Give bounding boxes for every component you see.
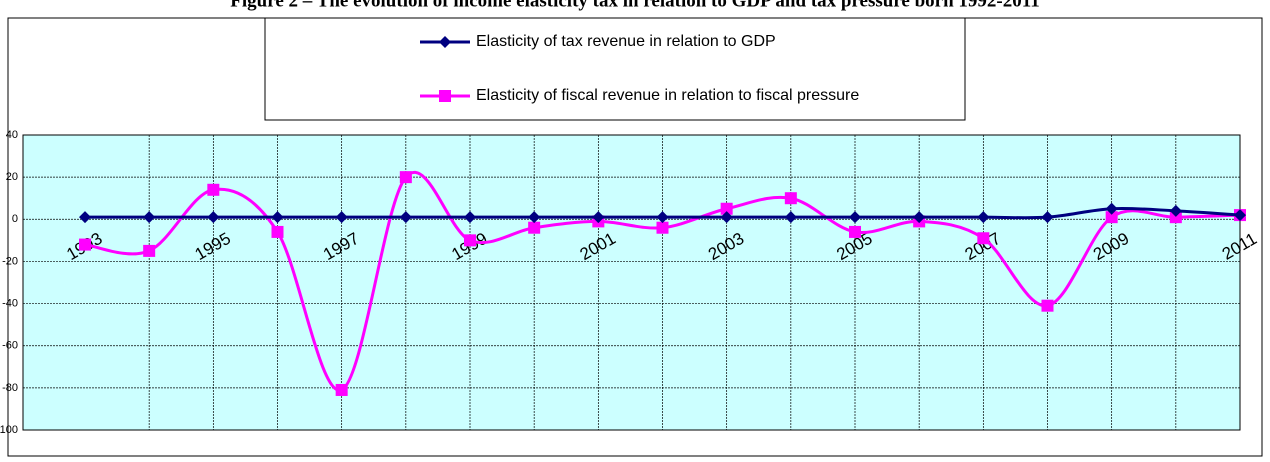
data-point xyxy=(1169,211,1182,224)
data-point xyxy=(335,383,348,396)
chart-title: Figure 2 – The evolution of income elast… xyxy=(230,0,1039,11)
data-point xyxy=(849,211,861,224)
legend-label: Elasticity of fiscal revenue in relation… xyxy=(476,87,859,104)
data-point xyxy=(464,234,476,247)
legend-marker xyxy=(439,90,451,102)
data-point xyxy=(592,211,605,224)
y-tick-label: -20 xyxy=(2,255,18,267)
data-point xyxy=(977,211,990,224)
data-point xyxy=(143,244,156,257)
data-point xyxy=(720,211,733,224)
data-point xyxy=(143,211,156,224)
data-point xyxy=(79,238,91,251)
y-tick-label: -100 xyxy=(0,424,18,436)
data-point xyxy=(913,211,926,224)
data-point xyxy=(1041,299,1054,312)
data-point xyxy=(271,225,284,238)
plot-area xyxy=(23,135,1240,430)
data-point xyxy=(528,211,541,224)
data-point xyxy=(849,225,861,238)
data-point xyxy=(1105,202,1118,215)
data-point xyxy=(1169,204,1182,217)
data-point xyxy=(399,171,412,184)
legend-label: Elasticity of tax revenue in relation to… xyxy=(476,33,776,50)
y-tick-label: 0 xyxy=(12,213,18,225)
data-point xyxy=(79,211,91,224)
y-tick-label: -80 xyxy=(2,382,18,394)
y-tick-label: -40 xyxy=(2,297,18,309)
data-point xyxy=(271,211,284,224)
y-tick-label: 40 xyxy=(6,129,18,141)
data-point xyxy=(1234,209,1246,222)
plot-area-border xyxy=(22,134,1241,431)
data-point xyxy=(207,183,220,196)
data-point xyxy=(335,211,348,224)
y-tick-label: -60 xyxy=(2,340,18,352)
data-point xyxy=(977,232,990,245)
data-point xyxy=(656,211,669,224)
data-point xyxy=(207,211,220,224)
legend-marker xyxy=(439,36,451,48)
data-point xyxy=(528,221,541,234)
legend-box xyxy=(264,17,966,121)
data-point xyxy=(1105,211,1118,224)
data-point xyxy=(1041,211,1054,224)
data-point xyxy=(720,202,733,215)
data-point xyxy=(784,192,797,205)
data-point xyxy=(464,211,476,224)
data-point xyxy=(784,211,797,224)
data-point xyxy=(656,221,669,234)
data-point xyxy=(399,211,412,224)
y-tick-label: 20 xyxy=(6,171,18,183)
